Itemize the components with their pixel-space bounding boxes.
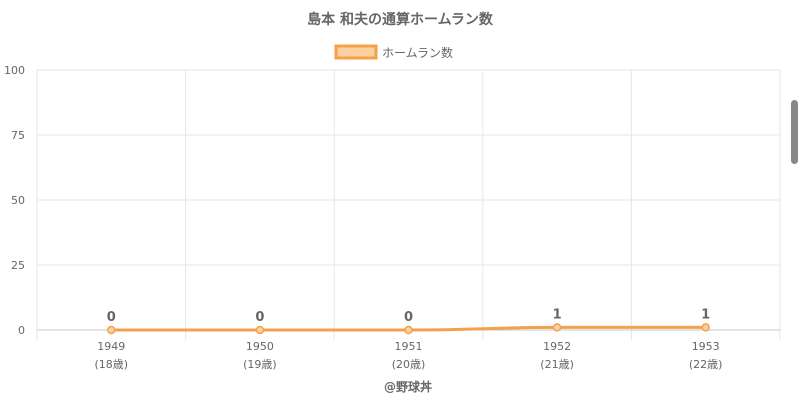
data-labels: 0 0 0 1 1 <box>107 307 710 325</box>
legend[interactable]: ホームラン数 <box>334 44 453 60</box>
scrollbar[interactable] <box>791 100 798 164</box>
data-label: 0 <box>107 310 116 325</box>
x-tick-sublabel: (21歳) <box>540 358 574 371</box>
x-tick-label: 1951 <box>395 340 423 353</box>
y-tick-label: 25 <box>11 259 25 272</box>
data-point <box>552 323 562 332</box>
data-point <box>255 325 265 335</box>
axes: 02550751001949(18歳)1950(19歳)1951(20歳)195… <box>4 64 780 371</box>
data-label: 0 <box>404 310 413 325</box>
legend-label: ホームラン数 <box>382 45 453 60</box>
legend-swatch <box>334 44 378 60</box>
y-tick-label: 0 <box>18 324 25 337</box>
x-tick-label: 1953 <box>692 340 720 353</box>
series-homeruns <box>107 323 710 335</box>
x-tick-sublabel: (20歳) <box>392 358 426 371</box>
x-tick-label: 1950 <box>246 340 274 353</box>
data-label: 0 <box>255 310 264 325</box>
chart-title: 島本 和夫の通算ホームラン数 <box>307 11 494 28</box>
x-tick-sublabel: (22歳) <box>689 358 723 371</box>
data-point <box>701 323 710 332</box>
x-tick-label: 1949 <box>97 340 125 353</box>
grid <box>36 69 781 340</box>
data-label: 1 <box>553 307 562 322</box>
x-tick-sublabel: (19歳) <box>243 358 277 371</box>
x-tick-label: 1952 <box>543 340 571 353</box>
data-point <box>107 325 116 335</box>
data-point <box>404 325 413 335</box>
data-label: 1 <box>701 307 710 322</box>
x-tick-sublabel: (18歳) <box>95 358 129 371</box>
credit-text: @野球丼 <box>384 379 432 394</box>
y-tick-label: 50 <box>11 194 25 207</box>
y-tick-label: 75 <box>11 129 25 142</box>
y-tick-label: 100 <box>4 64 25 77</box>
